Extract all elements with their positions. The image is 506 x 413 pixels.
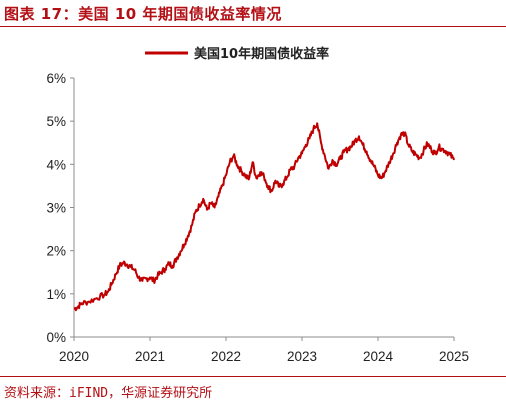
- x-tick-label: 2023: [287, 349, 317, 364]
- line-chart: 美国10年期国债收益率 0% 1% 2% 3% 4% 5% 6% 2020 2021 2022 20…: [46, 46, 469, 364]
- y-tick-label: 5%: [46, 114, 66, 129]
- y-tick-label: 3%: [46, 201, 66, 216]
- x-tick-label: 2025: [439, 349, 469, 364]
- legend-label: 美国10年期国债收益率: [194, 46, 329, 62]
- y-tick-label: 0%: [46, 330, 66, 345]
- figure-source: 资料来源：iFIND，华源证券研究所: [4, 386, 213, 401]
- x-tick-label: 2020: [59, 349, 89, 364]
- y-tick-label: 4%: [46, 157, 66, 172]
- y-tick-label: 6%: [46, 71, 66, 86]
- title-rule: [0, 26, 506, 27]
- y-tick-label: 2%: [46, 244, 66, 259]
- chart-legend: 美国10年期国债收益率: [145, 46, 329, 62]
- x-tick-label: 2024: [363, 349, 394, 364]
- y-tick-label: 1%: [46, 287, 66, 302]
- source-rule: [0, 376, 506, 377]
- series-line: [73, 122, 455, 312]
- chart-marks: [73, 122, 455, 312]
- chart-axes: 0% 1% 2% 3% 4% 5% 6% 2020 2021 2022 2023 2024 2025: [46, 71, 469, 364]
- figure-title: 图表 17：美国 10 年期国债收益率情况: [4, 5, 282, 23]
- x-tick-label: 2022: [211, 349, 241, 364]
- x-tick-label: 2021: [135, 349, 165, 364]
